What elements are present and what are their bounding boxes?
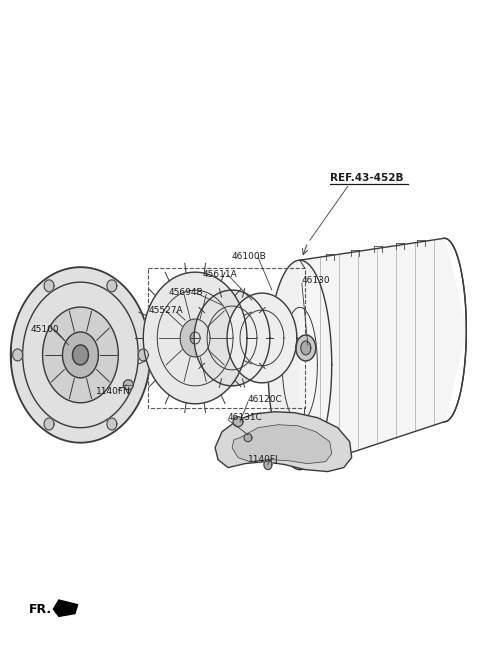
Polygon shape [123, 380, 133, 390]
Polygon shape [62, 332, 98, 378]
Polygon shape [232, 424, 332, 464]
Polygon shape [264, 460, 272, 470]
Polygon shape [233, 417, 243, 426]
Text: REF.43-452B: REF.43-452B [330, 173, 403, 183]
Text: 45527A: 45527A [148, 306, 183, 315]
Text: FR.: FR. [29, 602, 52, 616]
Polygon shape [43, 307, 119, 403]
Polygon shape [180, 319, 210, 357]
Polygon shape [107, 418, 117, 430]
Polygon shape [227, 293, 297, 383]
Polygon shape [300, 238, 467, 470]
Text: 45611A: 45611A [202, 269, 237, 279]
Polygon shape [138, 349, 148, 361]
Polygon shape [301, 341, 311, 355]
Text: 45100: 45100 [31, 325, 59, 334]
Polygon shape [72, 345, 88, 365]
Polygon shape [190, 332, 200, 344]
Polygon shape [144, 272, 247, 404]
Text: 46131C: 46131C [228, 413, 263, 422]
Text: 46100B: 46100B [232, 252, 267, 261]
Polygon shape [215, 412, 352, 472]
Text: 46130: 46130 [302, 276, 330, 284]
Polygon shape [296, 335, 316, 361]
Text: 1140FN: 1140FN [96, 388, 131, 396]
Text: 1140FJ: 1140FJ [248, 455, 278, 464]
Text: 46120C: 46120C [248, 396, 283, 404]
Polygon shape [194, 290, 270, 386]
Polygon shape [11, 267, 150, 443]
Polygon shape [52, 599, 78, 617]
Text: 45694B: 45694B [168, 288, 203, 296]
Polygon shape [12, 349, 23, 361]
Polygon shape [44, 280, 54, 292]
Polygon shape [268, 260, 332, 470]
Polygon shape [244, 434, 252, 442]
Polygon shape [44, 418, 54, 430]
Polygon shape [107, 280, 117, 292]
